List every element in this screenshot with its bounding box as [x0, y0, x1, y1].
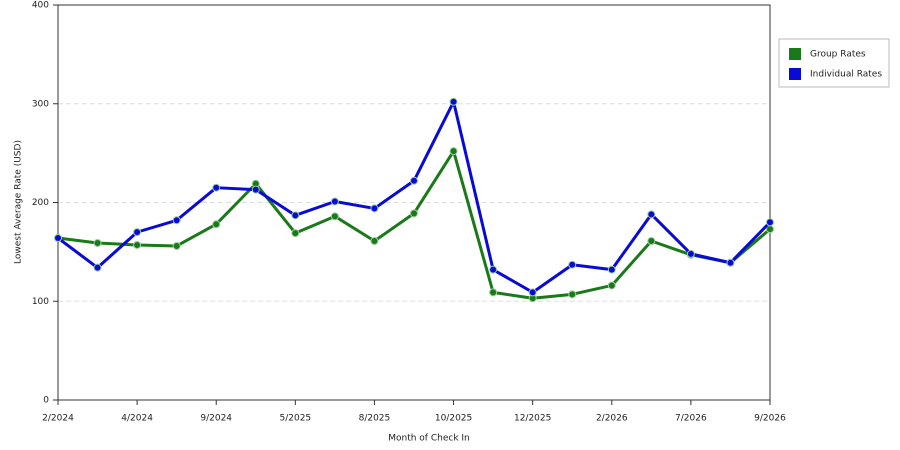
data-point: [647, 210, 656, 219]
data-point: [133, 228, 142, 237]
data-point: [54, 234, 62, 243]
x-tick-label: 7/2026: [675, 414, 707, 424]
x-tick-label: 9/2024: [200, 414, 232, 424]
data-point: [568, 260, 577, 269]
data-point: [607, 281, 616, 290]
legend-swatch: [789, 68, 801, 80]
data-point: [133, 240, 142, 249]
data-point: [251, 185, 260, 194]
data-point: [410, 209, 418, 218]
x-tick-label: 8/2025: [359, 414, 391, 424]
data-point: [172, 216, 181, 225]
data-point: [766, 218, 774, 227]
data-point: [410, 176, 418, 185]
legend-label: Individual Rates: [810, 70, 882, 80]
x-tick-label: 12/2025: [514, 414, 551, 424]
data-point: [370, 237, 379, 246]
y-tick-label: 0: [43, 396, 49, 406]
x-tick-label: 2/2026: [596, 414, 628, 424]
y-tick-label: 100: [32, 297, 49, 307]
data-point: [291, 229, 300, 238]
legend-label: Group Rates: [810, 50, 866, 60]
plot-border: [57, 4, 771, 401]
data-point: [607, 265, 616, 274]
data-point: [449, 97, 458, 106]
data-point: [212, 220, 221, 229]
x-axis-label: Month of Check In: [388, 434, 470, 444]
data-point: [172, 241, 181, 250]
x-tick-label: 5/2025: [279, 414, 311, 424]
x-tick-label: 10/2025: [435, 414, 472, 424]
legend-swatch: [789, 48, 801, 60]
data-point: [726, 258, 735, 267]
y-tick-label: 400: [32, 1, 49, 11]
data-point: [291, 211, 300, 220]
x-tick-label: 2/2024: [42, 414, 74, 424]
data-point: [489, 265, 498, 274]
y-axis-label: Lowest Average Rate (USD): [14, 140, 24, 264]
data-point: [370, 204, 379, 213]
data-point: [449, 147, 458, 156]
data-point: [568, 290, 577, 299]
data-point: [528, 288, 537, 297]
y-tick-label: 300: [32, 99, 49, 109]
data-point: [93, 238, 102, 247]
x-tick-label: 9/2026: [754, 414, 786, 424]
data-point: [686, 249, 695, 258]
y-tick-label: 200: [32, 198, 49, 208]
data-point: [647, 237, 656, 246]
data-point: [212, 183, 221, 192]
series-line: [57, 100, 772, 294]
data-point: [93, 263, 102, 272]
x-tick-label: 4/2024: [121, 414, 153, 424]
data-point: [330, 197, 339, 206]
data-point: [330, 212, 339, 221]
data-point: [489, 288, 498, 297]
